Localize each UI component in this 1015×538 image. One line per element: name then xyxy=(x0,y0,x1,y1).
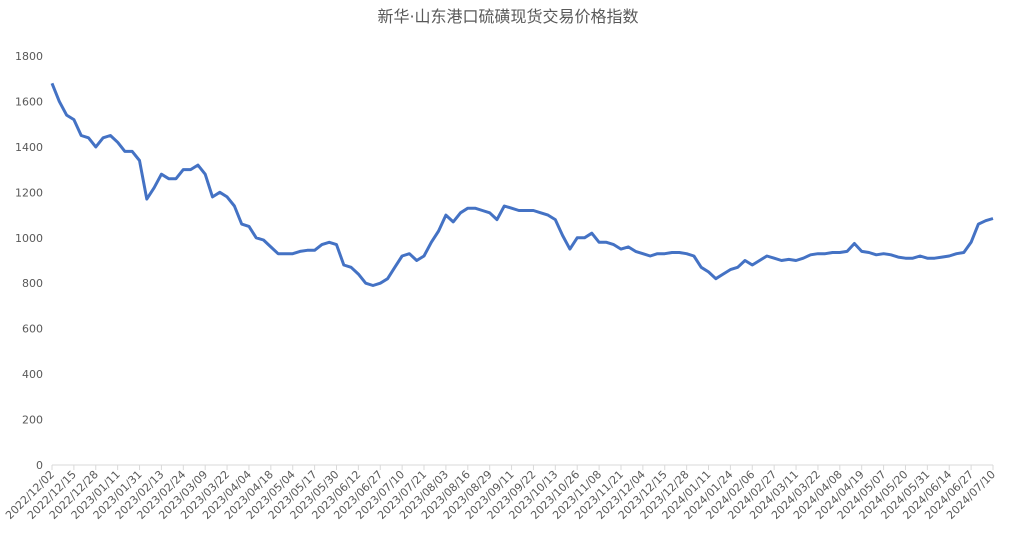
y-tick-label: 1400 xyxy=(15,141,43,154)
y-tick-label: 400 xyxy=(22,368,43,381)
chart-title: 新华·山东港口硫磺现货交易价格指数 xyxy=(377,7,638,26)
y-tick-label: 600 xyxy=(22,323,43,336)
data-line xyxy=(50,82,994,287)
y-tick-label: 800 xyxy=(22,277,43,290)
y-tick-label: 200 xyxy=(22,414,43,427)
y-tick-label: 1800 xyxy=(15,50,43,63)
y-tick-label: 0 xyxy=(36,459,43,472)
y-tick-label: 1200 xyxy=(15,186,43,199)
y-tick-label: 1600 xyxy=(15,95,43,108)
y-tick-label: 1000 xyxy=(15,232,43,245)
